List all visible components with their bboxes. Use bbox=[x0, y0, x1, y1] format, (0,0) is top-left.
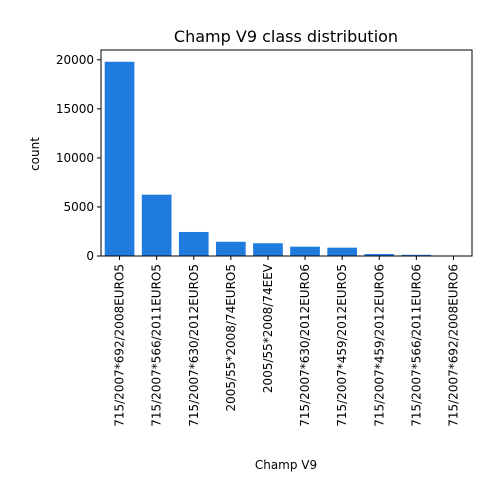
x-tick-label-4: 2005/55*2008/74EEV bbox=[261, 263, 275, 393]
bar-8 bbox=[401, 254, 432, 256]
chart-title: Champ V9 class distribution bbox=[174, 27, 398, 46]
y-axis-label: count bbox=[28, 137, 42, 171]
x-tick-label-5: 715/2007*630/2012EURO6 bbox=[298, 264, 312, 427]
y-tick-label-0: 0 bbox=[86, 249, 94, 263]
y-tick-label-3: 15000 bbox=[56, 102, 94, 116]
x-axis-label: Champ V9 bbox=[255, 458, 317, 472]
x-tick-label-2: 715/2007*630/2012EURO5 bbox=[187, 264, 201, 427]
x-tick-label-7: 715/2007*459/2012EURO6 bbox=[372, 264, 386, 427]
bar-6 bbox=[327, 247, 357, 256]
x-tick-label-6: 715/2007*459/2012EURO5 bbox=[335, 264, 349, 427]
bar-0 bbox=[104, 61, 135, 256]
bar-4 bbox=[253, 243, 283, 256]
y-tick-label-4: 20000 bbox=[56, 53, 94, 67]
x-tick-label-3: 2005/55*2008/74EURO5 bbox=[224, 264, 238, 412]
bar-5 bbox=[290, 246, 320, 256]
y-tick-label-1: 5000 bbox=[63, 200, 94, 214]
bar-1 bbox=[141, 194, 172, 256]
x-axis: 715/2007*692/2008EURO5 715/2007*566/2011E… bbox=[113, 256, 460, 427]
bar-7 bbox=[364, 254, 395, 256]
x-tick-label-1: 715/2007*566/2011EURO5 bbox=[150, 264, 164, 427]
y-tick-label-2: 10000 bbox=[56, 151, 94, 165]
plot-frame bbox=[100, 49, 473, 257]
bar-3 bbox=[216, 241, 246, 256]
y-axis: 0 5000 10000 15000 20000 bbox=[56, 49, 473, 263]
bars-group bbox=[104, 61, 469, 256]
x-tick-label-8: 715/2007*566/2011EURO6 bbox=[409, 264, 423, 427]
x-tick-label-9: 715/2007*692/2008EURO6 bbox=[446, 264, 460, 427]
x-tick-label-0: 715/2007*692/2008EURO5 bbox=[113, 264, 127, 427]
bar-2 bbox=[178, 231, 209, 256]
